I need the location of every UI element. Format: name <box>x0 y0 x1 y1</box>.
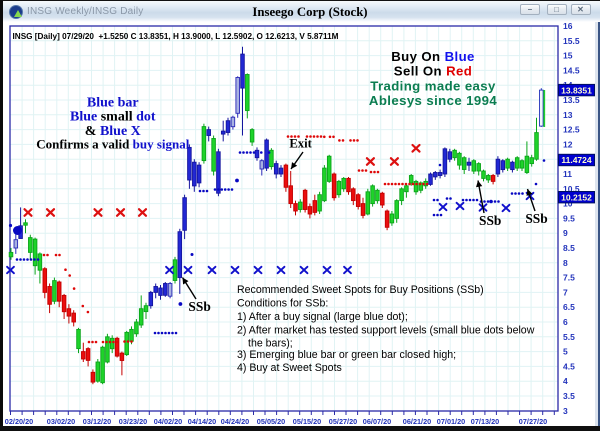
svg-text:5.5: 5.5 <box>563 332 575 342</box>
svg-text:SSb: SSb <box>525 211 547 226</box>
svg-text:4: 4 <box>563 376 568 386</box>
svg-text:7: 7 <box>563 287 568 297</box>
svg-text:8.5: 8.5 <box>563 243 575 253</box>
svg-text:2) After market has tested sup: 2) After market has tested support level… <box>237 325 535 337</box>
svg-text:07/13/20: 07/13/20 <box>471 417 499 426</box>
svg-text:05/27/20: 05/27/20 <box>329 417 357 426</box>
svg-text:06/07/20: 06/07/20 <box>363 417 391 426</box>
svg-text:Exit: Exit <box>289 136 312 150</box>
svg-text:06/21/20: 06/21/20 <box>403 417 431 426</box>
svg-text:15.5: 15.5 <box>563 36 580 46</box>
svg-text:04/14/20: 04/14/20 <box>188 417 216 426</box>
svg-text:INSG [Daily] 07/29/20 +1.5250: INSG [Daily] 07/29/20 +1.5250 C 13.8351,… <box>13 32 339 41</box>
svg-text:12: 12 <box>563 139 573 149</box>
svg-text:Ablesys since 1994: Ablesys since 1994 <box>369 93 497 108</box>
svg-text:3: 3 <box>563 406 568 416</box>
svg-text:03/02/20: 03/02/20 <box>47 417 75 426</box>
svg-text:10.5: 10.5 <box>563 184 580 194</box>
svg-text:12.5: 12.5 <box>563 125 580 135</box>
svg-text:02/20/20: 02/20/20 <box>5 417 33 426</box>
svg-text:03/12/20: 03/12/20 <box>83 417 111 426</box>
svg-text:15: 15 <box>563 51 573 61</box>
svg-text:6.5: 6.5 <box>563 302 575 312</box>
svg-text:13.5: 13.5 <box>563 95 580 105</box>
svg-text:Confirms a valid buy signal: Confirms a valid buy signal <box>36 137 190 152</box>
svg-text:5: 5 <box>563 347 568 357</box>
svg-text:04/02/20: 04/02/20 <box>154 417 182 426</box>
svg-text:SSb: SSb <box>188 299 210 314</box>
svg-text:Sell On Red: Sell On Red <box>394 64 472 79</box>
svg-text:the bars);: the bars); <box>248 338 293 350</box>
svg-text:8: 8 <box>563 258 568 268</box>
svg-text:04/24/20: 04/24/20 <box>221 417 249 426</box>
svg-text:10: 10 <box>563 199 573 209</box>
svg-text:13: 13 <box>563 110 573 120</box>
svg-text:Recommended Sweet Spots for Bu: Recommended Sweet Spots for Buy Position… <box>237 284 484 296</box>
svg-text:9.5: 9.5 <box>563 213 575 223</box>
svg-text:Buy On Blue: Buy On Blue <box>391 49 475 64</box>
svg-text:& Blue X: & Blue X <box>85 124 141 139</box>
svg-text:9: 9 <box>563 228 568 238</box>
svg-text:3.5: 3.5 <box>563 391 575 401</box>
svg-text:SSb: SSb <box>479 213 501 228</box>
svg-text:3) Emerging blue bar or green: 3) Emerging blue bar or green bar closed… <box>237 349 456 361</box>
svg-text:07/27/20: 07/27/20 <box>519 417 547 426</box>
svg-text:Blue bar: Blue bar <box>87 96 139 111</box>
svg-text:Blue small dot: Blue small dot <box>70 110 156 125</box>
svg-text:05/15/20: 05/15/20 <box>293 417 321 426</box>
svg-text:13.8351: 13.8351 <box>561 85 592 95</box>
svg-text:11: 11 <box>563 169 572 179</box>
svg-text:11.4724: 11.4724 <box>561 155 592 165</box>
svg-text:16: 16 <box>563 22 573 31</box>
svg-text:4) Buy at Sweet Spots: 4) Buy at Sweet Spots <box>237 362 342 374</box>
svg-text:4.5: 4.5 <box>563 361 575 371</box>
svg-text:07/01/20: 07/01/20 <box>437 417 465 426</box>
svg-text:1) After a buy signal (large b: 1) After a buy signal (large blue dot); <box>237 311 408 323</box>
svg-text:14.5: 14.5 <box>563 65 580 75</box>
svg-text:10.2152: 10.2152 <box>561 192 592 202</box>
svg-text:Conditions for SSb:: Conditions for SSb: <box>237 298 328 310</box>
svg-text:03/23/20: 03/23/20 <box>119 417 147 426</box>
svg-text:05/05/20: 05/05/20 <box>257 417 285 426</box>
svg-text:Trading made easy: Trading made easy <box>370 79 496 94</box>
svg-text:6: 6 <box>563 317 568 327</box>
svg-text:7.5: 7.5 <box>563 273 575 283</box>
